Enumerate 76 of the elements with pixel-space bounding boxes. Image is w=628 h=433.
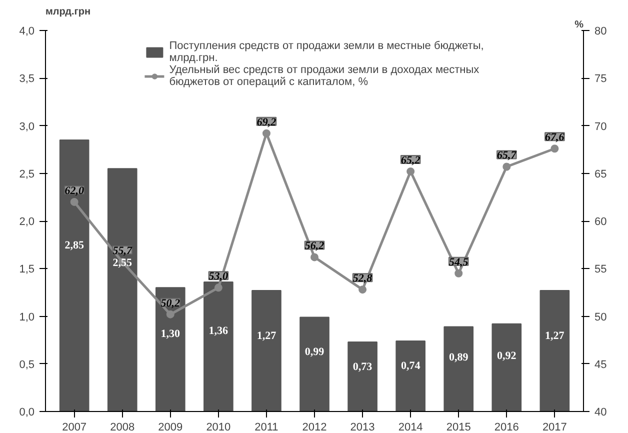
- y-axis-title: млрд.грн: [46, 6, 91, 18]
- bar: [252, 290, 282, 412]
- data-label: 2,85: [64, 240, 84, 252]
- x-tick-label: 2013: [350, 422, 375, 433]
- y-tick-label: 2,5: [19, 168, 35, 180]
- y2-tick-label: 45: [594, 358, 607, 371]
- y2-tick-label: 75: [594, 73, 607, 86]
- data-label: 0,74: [400, 360, 421, 372]
- bar: [300, 316, 330, 412]
- point: [166, 310, 174, 318]
- y2-axis-title: %: [574, 20, 584, 30]
- data-label: 56,2: [304, 240, 325, 252]
- y-tick-label: 0,5: [19, 358, 35, 371]
- y-tick-label: 1,0: [19, 311, 35, 324]
- data-label: 0,73: [352, 360, 373, 373]
- bar: [396, 340, 426, 412]
- y-tick-label: 4,0: [19, 26, 35, 38]
- point: [502, 162, 511, 171]
- data-label: 65,2: [400, 154, 421, 166]
- bar: [540, 290, 570, 412]
- x-tick-label: 2015: [446, 422, 471, 433]
- data-label: 0,92: [497, 350, 517, 362]
- x-tick-label: 2017: [542, 422, 567, 433]
- x-tick-label: 2007: [62, 422, 87, 433]
- point: [262, 129, 270, 138]
- data-label: 1,30: [160, 328, 181, 340]
- x-tick-label: 2011: [254, 422, 278, 433]
- y2-tick-label: 70: [594, 120, 607, 133]
- y-tick-label: 0,0: [19, 406, 35, 418]
- legend-label: Удельный вес средств от продажи земли в доходах местных бюджетов от операций с капиталом, %: [169, 64, 480, 88]
- y-tick-label: 3,0: [19, 120, 35, 133]
- bar: [492, 323, 522, 412]
- bar: [155, 287, 186, 412]
- data-label: 0,99: [304, 346, 325, 358]
- point: [550, 144, 559, 153]
- y2-tick-label: 55: [594, 264, 607, 276]
- x-tick-label: 2008: [110, 422, 135, 433]
- point: [454, 269, 463, 278]
- data-label: 2,55: [112, 256, 132, 269]
- y-tick-label: 1,5: [19, 264, 35, 276]
- y2-tick-label: 50: [594, 311, 607, 324]
- point: [70, 198, 78, 206]
- point: [310, 253, 318, 262]
- x-tick-label: 2014: [398, 422, 423, 433]
- bar: [59, 140, 90, 412]
- data-label: 65,7: [497, 150, 517, 162]
- data-label: 0,89: [448, 352, 469, 364]
- data-label: 50,2: [160, 297, 181, 310]
- x-tick-label: 2012: [302, 422, 327, 433]
- point: [406, 167, 415, 176]
- legend-label: Поступления средств от продажи земли в местные бюджеты, млрд.грн.: [169, 40, 484, 64]
- point: [358, 286, 367, 294]
- bar: [444, 326, 474, 412]
- data-label: 1,27: [256, 330, 277, 342]
- x-tick-label: 2016: [494, 422, 519, 433]
- data-label: 69,2: [256, 116, 277, 128]
- data-label: 55,7: [112, 244, 132, 257]
- y2-tick-label: 40: [594, 406, 607, 418]
- data-label: 1,36: [208, 324, 229, 337]
- bar: [107, 168, 138, 412]
- x-tick-label: 2009: [158, 422, 183, 433]
- data-label: 53,0: [208, 270, 229, 283]
- y2-tick-label: 80: [594, 26, 607, 38]
- data-label: 67,6: [545, 132, 565, 144]
- bar: [204, 281, 234, 412]
- data-label: 52,8: [352, 272, 373, 285]
- y-tick-label: 2,0: [19, 216, 35, 228]
- data-label: 1,27: [545, 330, 565, 342]
- x-tick-label: 2010: [206, 422, 231, 433]
- y-tick-label: 3,5: [19, 73, 35, 86]
- y2-tick-label: 65: [594, 168, 607, 180]
- data-label: 62,0: [64, 184, 84, 197]
- point: [214, 284, 222, 292]
- y2-tick-label: 60: [594, 216, 607, 228]
- data-label: 54,5: [448, 256, 469, 268]
- bar: [348, 341, 378, 412]
